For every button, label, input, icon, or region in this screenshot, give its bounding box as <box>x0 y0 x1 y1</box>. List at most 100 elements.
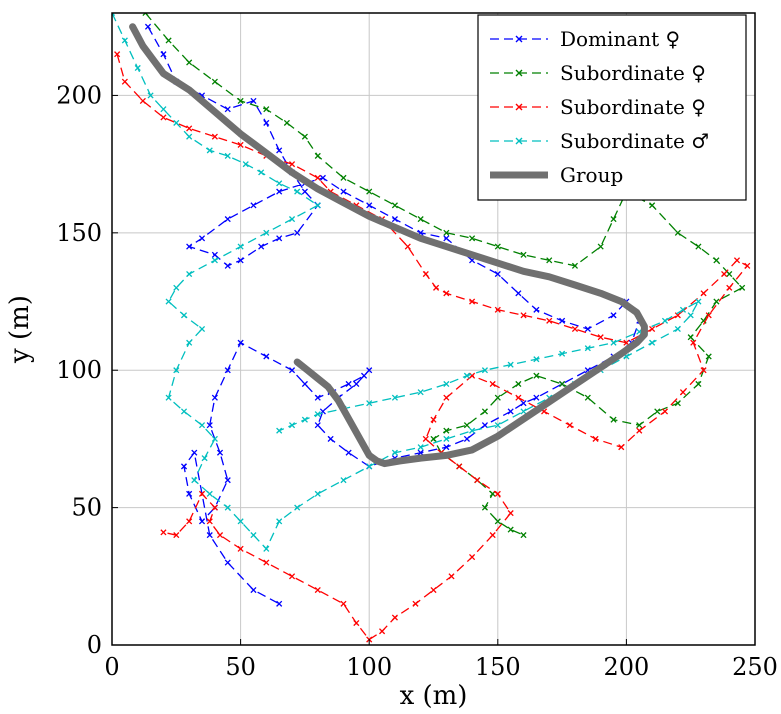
series-1-marker <box>469 235 476 242</box>
series-0-marker <box>224 106 231 113</box>
series-0-marker <box>180 463 188 470</box>
series-0-marker <box>263 119 270 126</box>
series-2-marker <box>340 600 347 607</box>
series-0-marker <box>276 235 283 242</box>
series-0-marker <box>391 216 398 223</box>
series-2-marker <box>288 573 296 580</box>
y-axis-label: y (m) <box>5 295 35 364</box>
series-1-marker <box>494 518 501 525</box>
series-3-marker <box>173 284 180 291</box>
series-1-marker <box>649 202 656 209</box>
series-1-marker <box>494 394 501 401</box>
series-0-marker <box>263 353 270 360</box>
series-2-marker <box>520 312 527 319</box>
series-2-marker <box>700 290 707 297</box>
plot-frame <box>111 12 756 646</box>
series-2-marker <box>546 317 553 324</box>
legend-label: Subordinate ♂ <box>560 129 709 153</box>
series-group <box>112 13 751 643</box>
series-0-marker <box>250 97 257 104</box>
series-1-marker <box>443 427 450 434</box>
x-tick-label: 50 <box>225 653 256 681</box>
series-3-marker <box>173 119 180 126</box>
series-1-marker <box>739 284 746 291</box>
series-0-marker <box>206 422 213 429</box>
series-0-marker <box>224 262 231 269</box>
series-3-marker <box>134 64 141 72</box>
series-2-marker <box>571 325 579 333</box>
x-axis-label: x (m) <box>400 681 468 711</box>
group-path-line <box>129 23 648 468</box>
y-tick-label: 50 <box>71 494 102 522</box>
series-3-marker <box>695 298 702 305</box>
series-3-marker <box>263 229 270 236</box>
series-0-marker <box>463 435 470 442</box>
series-1-marker <box>571 262 579 269</box>
series-2-marker <box>206 518 213 525</box>
series-0-marker <box>314 422 321 429</box>
series-0-marker <box>345 380 352 388</box>
series-1-marker <box>237 97 244 104</box>
series-3-marker <box>463 372 470 379</box>
series-0-marker <box>294 229 301 236</box>
series-3-marker <box>180 312 188 319</box>
y-tick-label: 100 <box>56 356 102 384</box>
series-0-marker <box>520 400 527 407</box>
series-0-marker <box>224 477 231 484</box>
series-3-marker <box>276 427 283 434</box>
series-0-marker <box>319 174 326 181</box>
series-3-marker <box>417 389 424 396</box>
series-0-marker <box>250 202 257 209</box>
series-2-marker <box>566 422 573 429</box>
legend-label: Group <box>560 163 623 187</box>
series-3-marker <box>288 422 296 429</box>
series-3-marker <box>224 504 231 511</box>
series-3-marker <box>649 339 656 346</box>
series-2-marker <box>216 532 224 539</box>
series-2-marker <box>160 529 167 536</box>
series-1-marker <box>705 353 712 360</box>
x-tick-label: 100 <box>346 653 392 681</box>
series-3-marker <box>610 339 617 346</box>
series-3-marker <box>469 427 476 434</box>
series-0-marker <box>211 251 218 258</box>
series-1-marker <box>713 257 720 264</box>
series-2-marker <box>494 490 501 497</box>
series-1-marker <box>283 119 290 126</box>
series-0-marker <box>276 600 283 607</box>
series-3-marker <box>242 161 249 168</box>
series-1-marker <box>533 372 540 379</box>
series-1-marker <box>584 394 591 401</box>
series-3-marker <box>391 394 398 401</box>
series-2-marker <box>721 270 728 278</box>
series-3-marker <box>263 545 270 552</box>
series-2-marker <box>114 51 121 58</box>
series-0-marker <box>417 449 424 456</box>
series-3-marker <box>687 312 694 319</box>
series-0-marker <box>366 202 373 209</box>
series-3-marker <box>481 367 488 374</box>
legend-label: Dominant ♀ <box>560 27 680 51</box>
series-2-marker <box>474 477 481 484</box>
series-1-marker <box>443 229 450 236</box>
series-2-marker <box>391 614 398 621</box>
series-2-marker <box>469 298 476 305</box>
series-2-marker <box>649 325 656 333</box>
series-0-marker <box>198 235 206 242</box>
series-1-marker <box>314 152 321 159</box>
series-1-marker <box>674 229 681 236</box>
series-0-marker <box>191 449 198 456</box>
legend-label: Subordinate ♀ <box>560 61 706 85</box>
series-2-marker <box>515 394 522 401</box>
series-2-marker <box>597 334 604 341</box>
series-0-marker <box>160 51 167 58</box>
series-3-marker <box>294 504 301 511</box>
series-0-marker <box>301 380 308 388</box>
series-2-marker <box>139 97 146 104</box>
series-3-marker <box>191 477 198 484</box>
series-2-marker <box>489 380 496 388</box>
series-1-marker <box>687 334 694 341</box>
series-3-marker <box>301 416 308 423</box>
series-2-marker <box>422 270 429 278</box>
